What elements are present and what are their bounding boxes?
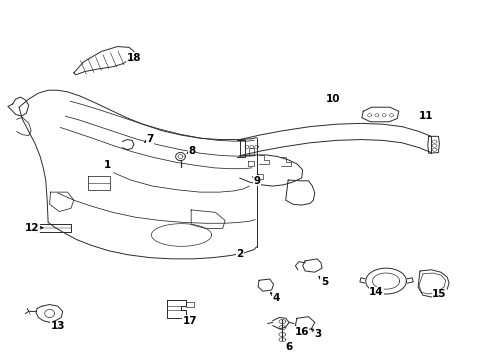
Text: 18: 18 <box>126 53 141 63</box>
Text: 6: 6 <box>285 342 292 352</box>
Text: 3: 3 <box>314 329 321 339</box>
Text: 5: 5 <box>320 277 327 287</box>
Text: 10: 10 <box>325 94 339 104</box>
Text: 8: 8 <box>188 146 195 156</box>
Text: 14: 14 <box>368 287 383 297</box>
Text: 1: 1 <box>104 159 111 170</box>
Text: 16: 16 <box>294 327 308 337</box>
Text: 4: 4 <box>272 293 279 303</box>
Text: 17: 17 <box>183 316 197 326</box>
Text: 15: 15 <box>431 289 446 299</box>
Text: 11: 11 <box>418 111 433 121</box>
Text: 9: 9 <box>253 176 260 186</box>
Text: 2: 2 <box>236 249 243 258</box>
Text: 7: 7 <box>146 134 153 144</box>
Text: 12: 12 <box>25 223 40 233</box>
Text: 13: 13 <box>50 321 65 331</box>
